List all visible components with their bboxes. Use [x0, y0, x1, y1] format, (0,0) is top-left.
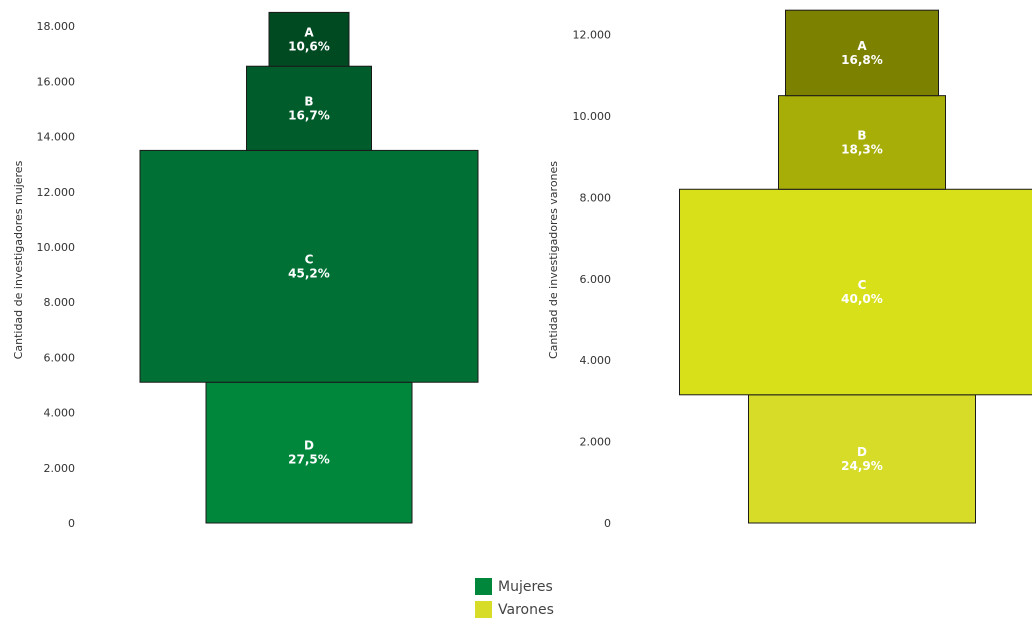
y-tick-label-varones: 10.000	[573, 110, 612, 123]
y-tick-label-varones: 6.000	[580, 273, 612, 286]
y-tick-label-mujeres: 4.000	[44, 407, 76, 420]
segment-percent-c-varones: 40,0%	[841, 292, 883, 306]
y-tick-label-varones: 4.000	[580, 354, 612, 367]
segment-percent-c-mujeres: 45,2%	[288, 266, 330, 280]
y-tick-label-mujeres: 6.000	[44, 351, 76, 364]
segment-a-varones	[785, 9, 939, 97]
segment-percent-a-varones: 16,8%	[841, 53, 883, 67]
segment-percent-b-varones: 18,3%	[841, 142, 883, 156]
segment-d-mujeres	[205, 381, 413, 524]
y-tick-label-mujeres: 0	[68, 517, 75, 530]
segment-letter-c-mujeres: C	[305, 252, 314, 266]
segment-letter-d-varones: D	[857, 445, 867, 459]
y-tick-label-mujeres: 14.000	[37, 131, 76, 144]
y-tick-label-mujeres: 16.000	[37, 75, 76, 88]
y-tick-label-varones: 2.000	[580, 436, 612, 449]
segment-letter-d-mujeres: D	[304, 439, 314, 453]
y-axis-title-mujeres: Cantidad de investigadores mujeres	[12, 160, 25, 359]
y-tick-label-mujeres: 12.000	[37, 186, 76, 199]
segment-letter-a-mujeres: A	[304, 25, 314, 39]
y-tick-label-varones: 8.000	[580, 191, 612, 204]
legend-swatch-varones	[475, 601, 492, 618]
y-tick-label-mujeres: 18.000	[37, 20, 76, 33]
legend-label-mujeres: Mujeres	[498, 578, 553, 595]
segment-letter-b-varones: B	[857, 128, 866, 142]
segment-d-varones	[748, 394, 976, 524]
segment-letter-c-varones: C	[858, 278, 867, 292]
segment-percent-d-varones: 24,9%	[841, 459, 883, 473]
y-tick-label-mujeres: 2.000	[44, 462, 76, 475]
segment-b-varones	[778, 95, 946, 190]
legend-label-varones: Varones	[498, 601, 554, 618]
legend-item-varones[interactable]: Varones	[475, 598, 554, 621]
y-tick-label-varones: 12.000	[573, 29, 612, 42]
segment-percent-a-mujeres: 10,6%	[288, 39, 330, 53]
legend-swatch-mujeres	[475, 578, 492, 595]
segment-percent-b-mujeres: 16,7%	[288, 108, 330, 122]
y-axis-title-varones: Cantidad de investigadores varones	[547, 161, 560, 359]
segment-c-mujeres	[139, 149, 479, 383]
segment-c-varones	[679, 188, 1032, 396]
segment-a-mujeres	[268, 11, 350, 67]
segment-letter-b-mujeres: B	[304, 94, 313, 108]
legend: Mujeres Varones	[475, 575, 554, 621]
y-tick-label-mujeres: 8.000	[44, 296, 76, 309]
segment-letter-a-varones: A	[857, 39, 867, 53]
y-tick-label-varones: 0	[604, 517, 611, 530]
legend-item-mujeres[interactable]: Mujeres	[475, 575, 554, 598]
segment-percent-d-mujeres: 27,5%	[288, 453, 330, 467]
y-tick-label-mujeres: 10.000	[37, 241, 76, 254]
